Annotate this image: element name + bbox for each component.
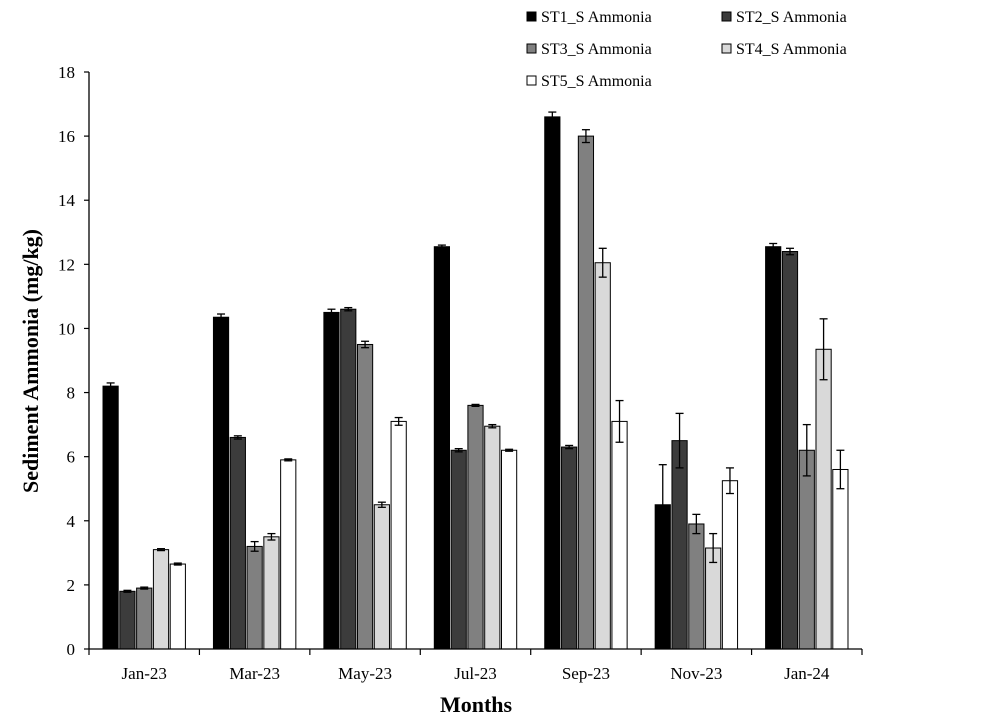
bar-2-Mar-23	[229, 436, 246, 650]
bar-4-Jul-23	[484, 425, 501, 650]
x-tick-label-Nov-23: Nov-23	[670, 664, 722, 683]
bar-5-Nov-23	[721, 480, 739, 650]
bar-3-May-23	[356, 343, 374, 650]
bar-5-Jan-24	[832, 468, 849, 650]
legend: ST1_S Ammonia ST2_S Ammonia ST3_S Ammonia S…	[526, 9, 847, 90]
bar-2-Jan-23	[119, 590, 136, 650]
y-tick-label: 10	[58, 319, 75, 338]
bar-5-Jan-23	[169, 563, 186, 650]
bar-3-Nov-23	[688, 523, 705, 650]
bar-1-Jan-23	[102, 385, 119, 650]
bar-2-May-23	[340, 308, 357, 650]
bar-3-Jan-23	[136, 587, 153, 650]
bar-3-Sep-23	[577, 135, 595, 650]
legend-label-3: ST3_S Ammonia	[541, 41, 652, 58]
y-tick-label: 18	[58, 63, 75, 82]
x-tick-label-Jan-23: Jan-23	[122, 664, 167, 683]
x-axis-title: Months	[440, 692, 513, 717]
bar-4-Jan-24	[815, 348, 832, 650]
bar-1-Jan-24	[765, 246, 782, 650]
y-tick-label: 14	[58, 191, 76, 210]
bar-4-May-23	[373, 504, 390, 650]
bar-5-Mar-23	[280, 459, 297, 650]
legend-swatch-4	[721, 43, 732, 54]
bar-3-Jan-24	[798, 449, 815, 650]
legend-label-5: ST5_S Ammonia	[541, 73, 652, 90]
bar-5-Sep-23	[611, 420, 628, 650]
legend-swatch-1	[526, 11, 537, 22]
bar-3-Jul-23	[467, 404, 484, 650]
bar-1-Sep-23	[544, 116, 561, 650]
legend-swatch-3	[526, 43, 537, 54]
axes: 0 2 4 6 8 10 12 14 16 18 Jan-23 Mar-23 May-23 Jul-23 S…	[58, 63, 863, 683]
bar-5-May-23	[390, 420, 407, 650]
bar-4-Mar-23	[263, 536, 280, 650]
y-tick-label: 8	[67, 384, 76, 403]
legend-swatch-2	[721, 11, 732, 22]
bar-4-Jan-23	[152, 549, 170, 650]
bar-2-Sep-23	[561, 446, 578, 650]
y-tick-label: 6	[67, 448, 76, 467]
y-tick-label: 16	[58, 127, 75, 146]
bar-1-Jul-23	[433, 246, 450, 650]
bar-3-Mar-23	[246, 545, 263, 650]
y-tick-label: 0	[67, 640, 76, 659]
x-tick-label-Jan-24: Jan-24	[784, 664, 830, 683]
bar-2-Nov-23	[671, 440, 688, 650]
x-tick-label-Mar-23: Mar-23	[229, 664, 280, 683]
bar-2-Jul-23	[450, 449, 467, 650]
bar-1-Mar-23	[212, 316, 230, 650]
bar-1-May-23	[323, 311, 340, 650]
bar-2-Jan-24	[781, 251, 799, 650]
x-tick-label-Sep-23: Sep-23	[562, 664, 610, 683]
legend-swatch-5	[526, 75, 537, 86]
y-tick-label: 12	[58, 255, 75, 274]
legend-label-4: ST4_S Ammonia	[736, 41, 847, 58]
bar-5-Jul-23	[501, 449, 518, 650]
y-tick-label: 2	[67, 576, 76, 595]
legend-label-2: ST2_S Ammonia	[736, 9, 847, 26]
bar-group	[102, 111, 849, 650]
x-tick-label-May-23: May-23	[338, 664, 392, 683]
legend-label-1: ST1_S Ammonia	[541, 9, 652, 26]
y-axis-title: Sediment Ammonia (mg/kg)	[18, 229, 43, 493]
y-tick-label: 4	[67, 512, 76, 531]
bar-4-Nov-23	[705, 547, 722, 650]
x-tick-label-Jul-23: Jul-23	[454, 664, 497, 683]
bar-4-Sep-23	[594, 262, 611, 650]
